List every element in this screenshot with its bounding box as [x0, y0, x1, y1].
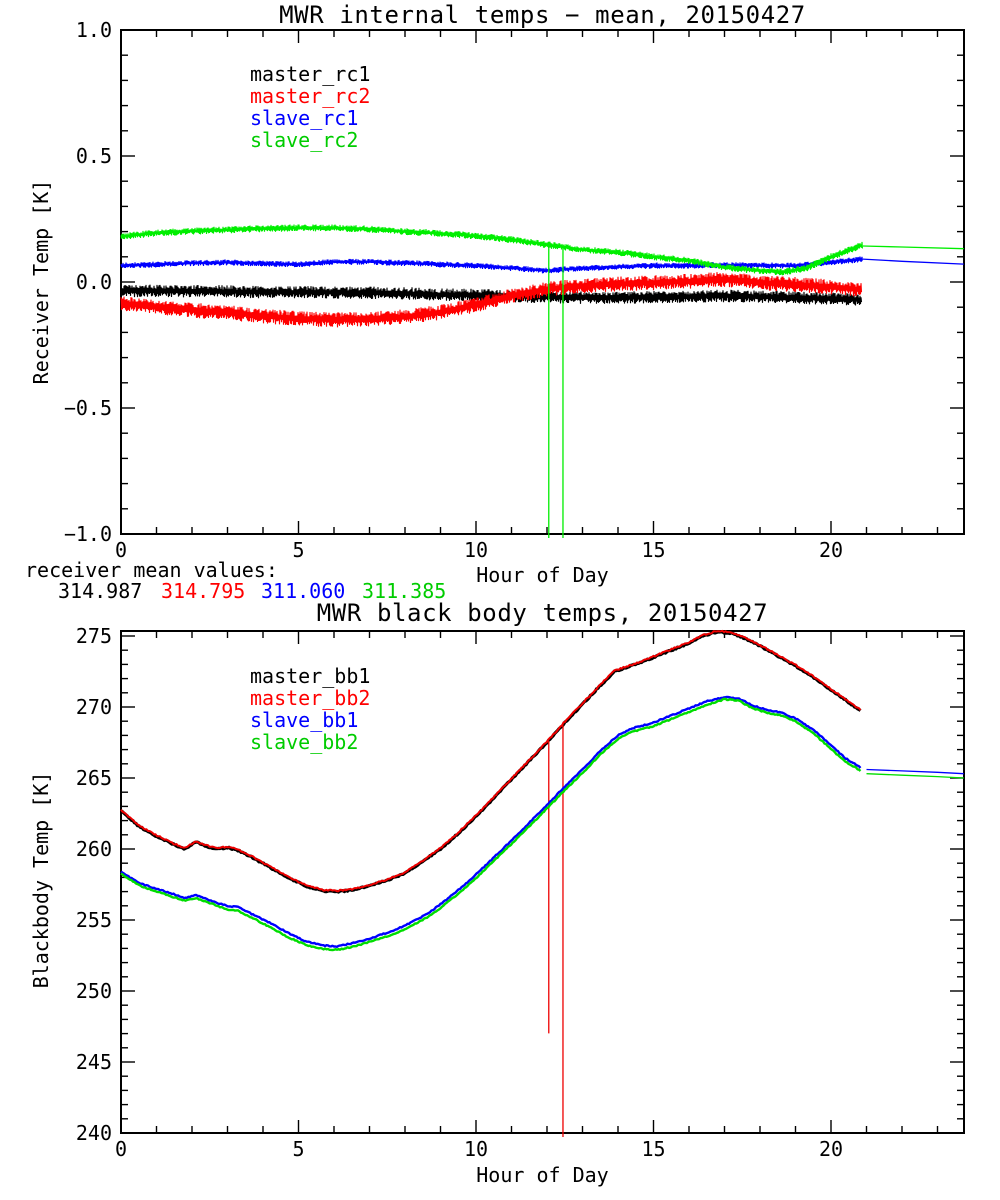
- series-tail-slave_bb2: [866, 773, 964, 779]
- series-tail-slave_rc1: [862, 258, 964, 265]
- x-tick-label: 0: [115, 1137, 127, 1161]
- legend-item-master-rc1: master_rc1: [250, 62, 371, 86]
- x-tick-label: 20: [819, 1137, 843, 1161]
- series-master_rc2: [120, 272, 863, 328]
- y-tick-label: 265: [76, 766, 112, 790]
- tick-labels: 0 5 10 15 20 240 245 250 255 260 265 270 275: [76, 624, 843, 1161]
- series-slave_bb1: [120, 695, 964, 948]
- x-tick-label: 10: [464, 538, 488, 562]
- series-master_rc1: [120, 284, 863, 306]
- y-tick-label: 275: [76, 624, 112, 648]
- tick-labels: 0 5 10 15 20 1.0 0.5 0.0 −0.5 −1.0: [64, 18, 843, 562]
- x-tick-label: 10: [464, 1137, 488, 1161]
- top-chart-x-axis-label: Hour of Day: [476, 563, 609, 587]
- y-tick-label: −0.5: [64, 396, 112, 420]
- mean-value-slave-rc1: 311.060: [261, 579, 346, 603]
- axes-box: [120, 630, 965, 1134]
- y-tick-label: 245: [76, 1050, 112, 1074]
- y-tick-label: 0.5: [76, 144, 112, 168]
- legend-item-slave-rc1: slave_rc1: [250, 106, 359, 130]
- legend-item-master-rc2: master_rc2: [250, 84, 371, 108]
- y-tick-label: −1.0: [64, 522, 112, 546]
- y-tick-label: 255: [76, 908, 112, 932]
- y-tick-label: 260: [76, 837, 112, 861]
- y-tick-label: 1.0: [76, 18, 112, 42]
- bottom-chart-y-axis-label: Blackbody Temp [K]: [29, 771, 53, 989]
- receiver-mean-values-label: receiver mean values:: [25, 558, 278, 582]
- bottom-chart-title: MWR black body temps, 20150427: [316, 599, 769, 627]
- axes-box: [120, 29, 965, 535]
- bottom-chart-legend: master_bb1 master_bb2 slave_bb1 slave_bb…: [250, 665, 370, 753]
- series-slave_bb2: [120, 697, 964, 952]
- x-tick-label: 5: [292, 538, 304, 562]
- series-tail-slave_rc2: [862, 245, 964, 250]
- y-tick-label: 270: [76, 695, 112, 719]
- chart-1: 0 5 10 15 20 240 245 250 255 260 265 270 275: [76, 624, 965, 1161]
- legend-item-slave-rc2: slave_rc2: [250, 128, 359, 152]
- x-tick-label: 15: [641, 1137, 665, 1161]
- mean-value-master-rc1: 314.987: [58, 579, 143, 603]
- y-tick-label: 240: [76, 1121, 112, 1145]
- mean-value-master-rc2: 314.795: [161, 579, 246, 603]
- series-tail-slave_bb1: [866, 768, 964, 775]
- series-master_bb2: [120, 629, 862, 893]
- x-tick-label: 0: [115, 538, 127, 562]
- bottom-chart-x-axis-label: Hour of Day: [476, 1163, 609, 1187]
- top-chart-title: MWR internal temps − mean, 20150427: [279, 1, 806, 29]
- ticks: [120, 631, 964, 1134]
- mean-value-slave-rc2: 311.385: [362, 579, 447, 603]
- series-slave_rc1: [120, 256, 964, 274]
- legend-item-master-bb1: master_bb1: [250, 664, 371, 688]
- x-tick-label: 20: [819, 538, 843, 562]
- y-tick-label: 250: [76, 979, 112, 1003]
- y-tick-label: 0.0: [76, 270, 112, 294]
- chart-0: 0 5 10 15 20 1.0 0.5 0.0 −0.5 −1.0: [64, 18, 965, 562]
- legend-item-slave-bb1: slave_bb1: [250, 708, 359, 732]
- top-chart-legend: master_rc1 master_rc2 slave_rc1 slave_rc…: [250, 63, 370, 151]
- legend-item-master-bb2: master_bb2: [250, 686, 371, 710]
- ticks: [120, 29, 964, 535]
- top-chart-y-axis-label: Receiver Temp [K]: [29, 179, 53, 385]
- x-tick-label: 15: [641, 538, 665, 562]
- series-master_bb1: [120, 630, 862, 894]
- x-tick-label: 5: [292, 1137, 304, 1161]
- series-slave_rc2: [120, 224, 964, 276]
- legend-item-slave-bb2: slave_bb2: [250, 730, 359, 754]
